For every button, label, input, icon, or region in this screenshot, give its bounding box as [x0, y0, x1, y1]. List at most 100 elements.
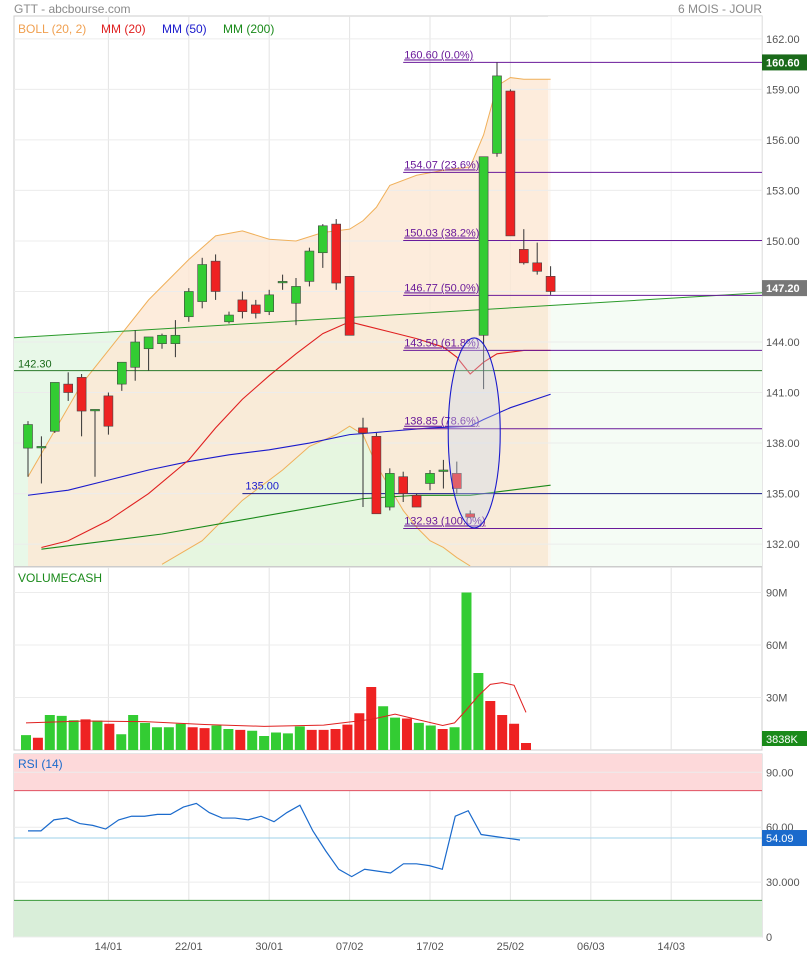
volume-bar — [44, 715, 55, 750]
volume-bar — [32, 737, 43, 750]
volume-bar — [425, 725, 436, 750]
candle-body — [143, 336, 154, 350]
candle-body — [224, 314, 234, 323]
bollinger-upper-line — [27, 77, 551, 477]
rsi-last-label: 54.09 — [766, 833, 794, 845]
candle-body — [425, 473, 435, 484]
volume-last-label: 3838K — [766, 734, 798, 746]
volume-average-line — [25, 682, 527, 727]
candle-body — [384, 473, 395, 508]
fib-label: 138.85 (78.6%) — [404, 416, 479, 428]
price-tag-label: 147.20 — [766, 283, 800, 295]
volume-bar — [92, 720, 103, 750]
volume-bar — [116, 734, 127, 750]
legend-item: MM (200) — [223, 22, 274, 36]
candle-body — [170, 334, 181, 344]
fib-label: 154.07 (23.6%) — [404, 159, 479, 171]
candle-body — [317, 225, 328, 254]
volume-bar — [235, 729, 246, 750]
volume-tag-bg — [762, 731, 807, 746]
legend-item: MM (50) — [162, 22, 207, 36]
x-tick-label: 14/03 — [657, 941, 685, 953]
chart-source-title: GTT - abcbourse.com — [14, 2, 131, 16]
y-tick-label: 138.00 — [766, 438, 800, 450]
volume-bar — [104, 723, 115, 750]
volume-bar — [80, 719, 91, 750]
volume-bar — [306, 729, 317, 750]
volume-bar — [21, 735, 31, 750]
y-tick-label: 132.00 — [766, 539, 800, 551]
x-tick-label: 07/02 — [336, 941, 364, 953]
volume-bar — [140, 722, 151, 750]
volume-bar — [497, 715, 508, 750]
volume-title: VOLUMECASH — [18, 571, 102, 585]
candle-body — [478, 156, 489, 336]
candle-body — [210, 260, 221, 292]
x-tick-label: 06/03 — [577, 941, 605, 953]
volume-bar — [366, 687, 377, 750]
fib-label: 150.03 (38.2%) — [404, 227, 479, 239]
volume-bar — [485, 701, 496, 750]
candle-body — [264, 294, 275, 312]
volume-bar — [413, 722, 424, 750]
volume-bar — [401, 718, 412, 750]
volume-bar — [56, 715, 67, 750]
volume-bar — [211, 725, 222, 750]
fib-label: 132.93 (100.0%) — [404, 515, 485, 527]
candle-body — [291, 286, 301, 304]
volume-bar — [461, 592, 472, 750]
support-label: 142.30 — [18, 359, 52, 371]
candle-body — [157, 334, 167, 344]
candle-body — [465, 513, 476, 518]
candle-body — [90, 409, 100, 412]
candle-body — [398, 476, 409, 494]
price-tag-bg — [762, 54, 807, 71]
candle-body — [451, 473, 462, 489]
rsi-line — [28, 802, 521, 878]
candle-body — [130, 341, 140, 368]
y-tick-label: 156.00 — [766, 135, 800, 147]
y-tick-label: 153.00 — [766, 185, 800, 197]
volume-bar — [259, 736, 270, 750]
price-tag-bg — [762, 280, 807, 297]
volume-bar — [378, 706, 389, 750]
legend-item: BOLL (20, 2) — [18, 22, 86, 36]
volume-bar — [342, 724, 353, 750]
candle-body — [304, 250, 315, 282]
volume-bar — [354, 713, 365, 750]
x-tick-label: 14/01 — [95, 941, 123, 953]
candle-body — [344, 276, 355, 336]
volume-bar — [318, 729, 329, 750]
fib-label: 160.60 (0.0%) — [404, 49, 473, 61]
y-tick-label: 144.00 — [766, 337, 800, 349]
candle-body — [532, 262, 543, 272]
bollinger-band-fill — [28, 77, 551, 566]
y-tick-label: 159.00 — [766, 84, 800, 96]
rsi-tick-label: 90.00 — [766, 767, 794, 779]
rsi-tag-bg — [762, 830, 807, 847]
volume-bar — [390, 717, 401, 750]
vol-tick-label: 60M — [766, 640, 787, 652]
rsi-tick-label: 30.000 — [766, 877, 800, 889]
volume-bar — [163, 727, 174, 750]
candle-body — [197, 264, 207, 302]
candle-body — [76, 377, 87, 412]
candle-body — [438, 469, 449, 472]
candle-body — [117, 361, 127, 385]
volume-bar — [437, 729, 448, 750]
volume-bar — [223, 729, 234, 750]
chart-period-label: 6 MOIS - JOUR — [677, 2, 762, 16]
candle-body — [545, 276, 556, 292]
rsi-tick-label: 0 — [766, 932, 772, 944]
price-plot: 160.60 (0.0%) 154.07 (23.6%) 150.03 (38.2%… — [14, 16, 762, 566]
rsi-title: RSI (14) — [18, 757, 63, 771]
x-tick-label: 22/01 — [175, 941, 203, 953]
x-tick-label: 30/01 — [255, 941, 283, 953]
candle-body — [411, 494, 422, 508]
fib-label: 146.77 (50.0%) — [404, 282, 479, 294]
volume-bar — [330, 729, 341, 750]
legend-item: MM (20) — [101, 22, 146, 36]
trend-line — [14, 292, 762, 339]
candle-body — [518, 249, 529, 264]
